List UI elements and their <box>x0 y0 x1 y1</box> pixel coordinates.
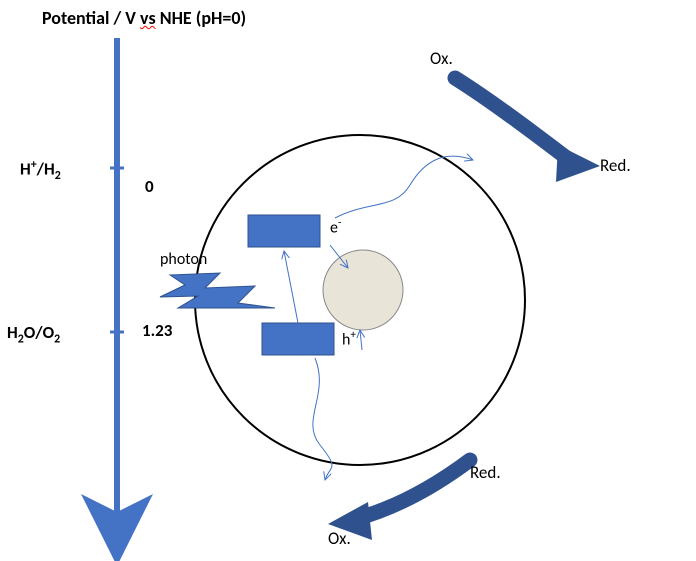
label-electron: e- <box>330 216 341 237</box>
valence-band-box <box>262 323 334 355</box>
label-h-h2: H+/H2 <box>20 158 61 183</box>
inner-circle <box>323 250 403 330</box>
label-1-23: 1.23 <box>142 320 172 341</box>
label-red-bottom: Red. <box>470 462 501 483</box>
label-ox-top: Ox. <box>430 48 453 69</box>
label-photon: photon <box>160 250 207 269</box>
label-red-top: Red. <box>600 155 631 176</box>
label-ox-bottom: Ox. <box>328 528 351 549</box>
excitation-arrow <box>284 251 298 323</box>
axis-title: Potential / V vs NHE (pH=0) <box>42 7 246 29</box>
label-zero: 0 <box>145 176 154 197</box>
label-h2o-o2: H2O/O2 <box>7 322 60 346</box>
diagram-svg <box>0 0 696 561</box>
to-inner-arrow-2 <box>360 330 362 350</box>
diagram-stage: Potential / V vs NHE (pH=0) H+/H2 H2O/O2… <box>0 0 696 561</box>
photon-bolt-icon <box>160 273 275 308</box>
label-hole: h+ <box>342 328 356 349</box>
conduction-band-box <box>248 215 320 247</box>
redox-arrow-top <box>455 78 600 182</box>
electron-path-arrow <box>335 156 473 218</box>
